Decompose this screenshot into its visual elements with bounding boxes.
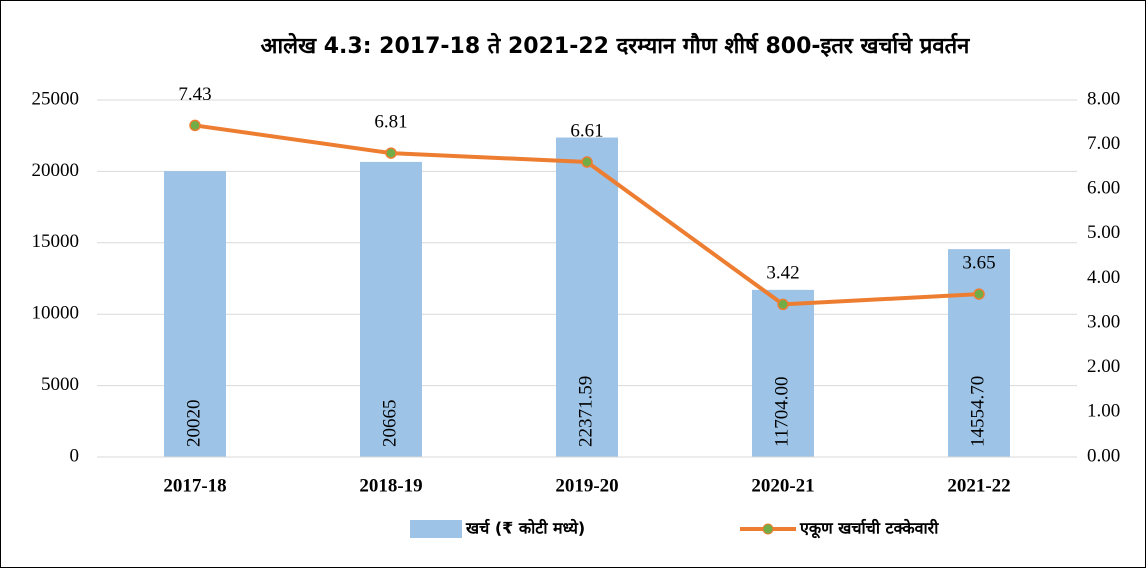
bar-value-label: 14554.70 [967, 376, 988, 447]
x-tick-label: 2017-18 [163, 475, 226, 496]
y2-tick-label: 2.00 [1087, 356, 1120, 377]
line-value-label: 6.81 [374, 111, 407, 132]
x-tick-label: 2020-21 [751, 475, 814, 496]
line-marker [973, 288, 985, 300]
line-value-label: 6.61 [570, 120, 603, 141]
y-tick-label: 20000 [32, 160, 80, 181]
line-marker [189, 119, 201, 132]
legend-swatch [410, 520, 462, 538]
bar-value-label: 22371.59 [575, 376, 596, 447]
y2-tick-label: 4.00 [1087, 267, 1120, 288]
legend-label: एकूण खर्चाची टक्केवारी [799, 519, 939, 539]
chart-title: आलेख 4.3: 2017-18 ते 2021-22 दरम्यान गौण… [261, 32, 970, 59]
y-tick-label: 15000 [32, 231, 80, 252]
legend-label: खर्च (₹ कोटी मध्ये) [465, 519, 585, 538]
line-value-label: 7.43 [178, 84, 211, 105]
y-tick-label: 25000 [32, 88, 80, 109]
line-marker [385, 147, 397, 159]
y2-tick-label: 6.00 [1087, 178, 1120, 199]
line-marker [581, 156, 593, 168]
line-value-label: 3.42 [766, 263, 799, 284]
bar-value-label: 20665 [379, 400, 400, 448]
bar [360, 161, 422, 457]
line-value-label: 3.65 [962, 252, 995, 273]
y-tick-label: 5000 [41, 374, 79, 395]
y2-tick-label: 1.00 [1087, 401, 1120, 422]
y2-tick-label: 5.00 [1087, 222, 1120, 243]
y-tick-label: 0 [70, 445, 80, 466]
y-tick-label: 10000 [32, 303, 80, 324]
legend-marker [762, 523, 774, 535]
bar-value-label: 20020 [183, 400, 204, 448]
x-tick-label: 2019-20 [555, 475, 618, 496]
bar [752, 289, 814, 457]
bar-value-label: 11704.00 [771, 376, 792, 447]
bar [556, 137, 618, 457]
y2-tick-label: 8.00 [1087, 88, 1120, 109]
y2-tick-label: 0.00 [1087, 445, 1120, 466]
bar [164, 171, 226, 458]
bar [948, 249, 1010, 457]
x-tick-label: 2018-19 [359, 475, 422, 496]
y2-tick-label: 3.00 [1087, 311, 1120, 332]
line-marker [777, 298, 789, 311]
y2-tick-label: 7.00 [1087, 133, 1120, 154]
x-tick-label: 2021-22 [947, 475, 1010, 496]
